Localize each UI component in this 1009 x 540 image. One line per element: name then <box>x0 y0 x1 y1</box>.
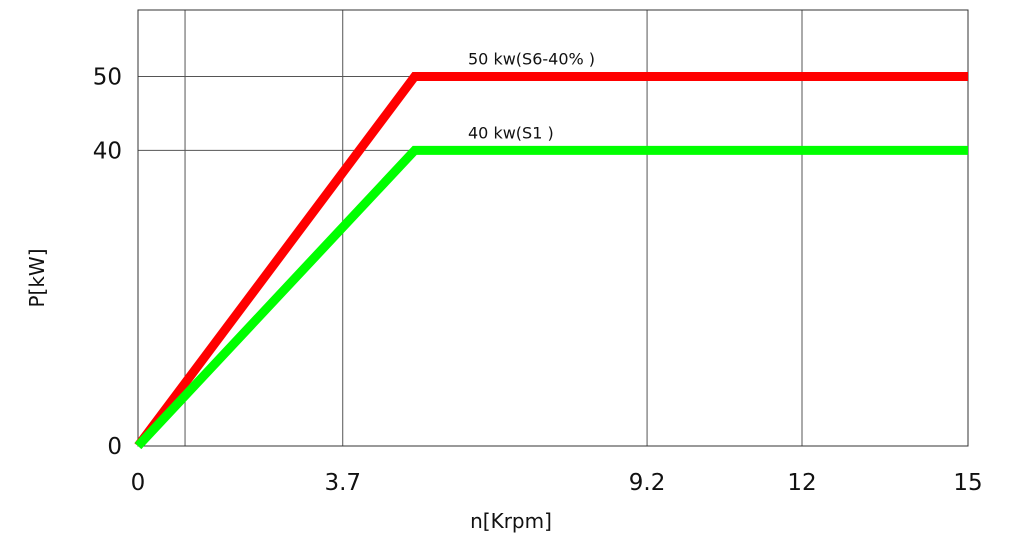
plot-frame <box>137 9 969 447</box>
y-tick-label: 0 <box>107 434 122 460</box>
x-tick-label: 15 <box>953 470 982 496</box>
series-label-1: 40 kw(S1 ) <box>468 123 554 142</box>
series-label-0: 50 kw(S6-40% ) <box>468 50 595 69</box>
series-lines <box>134 72 968 450</box>
x-tick-label: 12 <box>787 470 816 496</box>
x-tick-label: 0 <box>131 470 146 496</box>
series-line-1 <box>134 145 968 450</box>
series-line-0 <box>134 72 968 449</box>
x-tick-label: 9.2 <box>629 470 666 496</box>
y-axis-label: P[kW] <box>25 248 49 307</box>
y-tick-label: 50 <box>93 65 122 91</box>
tick-labels: 0 3.7 9.2 12 15 0 40 50 <box>93 65 983 496</box>
y-tick-label: 40 <box>93 138 122 164</box>
x-axis-label: n[Krpm] <box>470 509 552 533</box>
x-tick-label: 3.7 <box>324 470 361 496</box>
series-labels: 50 kw(S6-40% ) 40 kw(S1 ) <box>468 50 595 143</box>
